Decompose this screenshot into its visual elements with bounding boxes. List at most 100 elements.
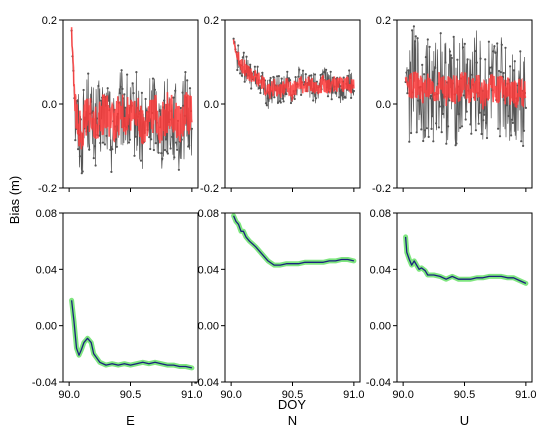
- x-tick-label: 91.0: [343, 389, 364, 401]
- raw-bias-point: [163, 148, 167, 152]
- y-tick-label: -0.04: [366, 377, 391, 389]
- raw-bias-point: [439, 32, 442, 35]
- x-tick-label: 90.5: [120, 389, 141, 401]
- y-tick-label: 0.00: [370, 321, 391, 333]
- raw-bias-point: [158, 109, 161, 113]
- x-tick-label: 90.0: [58, 389, 79, 401]
- raw-bias-point: [134, 135, 137, 138]
- raw-bias-point: [82, 88, 85, 92]
- raw-bias-point: [412, 25, 415, 28]
- raw-bias-point: [115, 145, 118, 148]
- raw-bias-point: [435, 122, 438, 125]
- smoothed-bias-series-line: [70, 27, 193, 150]
- raw-bias-point: [242, 51, 245, 54]
- raw-bias-point: [133, 154, 136, 157]
- raw-bias-point: [459, 126, 462, 129]
- plot-area: [70, 27, 193, 175]
- raw-bias-point: [520, 140, 523, 143]
- raw-bias-point: [510, 134, 513, 137]
- raw-bias-point: [319, 73, 322, 77]
- panels-group: -0.2 0.0 0.2 -0.2 0.0 0.2 -0.2 0.0 0.2 -0.04 0.00 0…: [32, 15, 537, 428]
- raw-bias-point: [427, 135, 430, 138]
- raw-bias-point: [422, 139, 425, 143]
- raw-bias-point: [103, 143, 106, 146]
- raw-bias-point: [119, 85, 122, 88]
- raw-bias-point: [294, 76, 297, 79]
- plot-area: [403, 234, 529, 286]
- raw-bias-point: [169, 147, 172, 150]
- raw-bias-point: [483, 113, 486, 116]
- raw-bias-point: [441, 112, 444, 115]
- raw-bias-point: [413, 40, 416, 43]
- raw-bias-point: [338, 89, 342, 93]
- raw-bias-point: [88, 148, 91, 151]
- raw-bias-point: [131, 82, 134, 85]
- raw-bias-point: [458, 112, 461, 116]
- raw-bias-point: [177, 168, 180, 171]
- x-tick-label: 91.0: [181, 389, 202, 401]
- y-tick-label: 0.0: [42, 99, 57, 111]
- panel-top-U: -0.2 0.0 0.2: [372, 15, 533, 195]
- raw-bias-point: [74, 139, 77, 142]
- raw-bias-point: [160, 152, 163, 155]
- smoothed-bias-series-line: [404, 71, 527, 110]
- raw-bias-point: [176, 148, 179, 151]
- raw-bias-point: [161, 157, 164, 160]
- raw-bias-point: [313, 73, 317, 76]
- raw-bias-point: [253, 65, 256, 68]
- raw-bias-point: [485, 121, 488, 124]
- raw-bias-point: [121, 87, 124, 90]
- y-tick-label: 0.0: [376, 99, 391, 111]
- raw-bias-point: [493, 45, 496, 48]
- raw-bias-point: [488, 66, 491, 69]
- raw-bias-point: [135, 71, 138, 74]
- raw-bias-point: [180, 138, 183, 141]
- raw-bias-point: [118, 92, 121, 95]
- raw-bias-point: [485, 136, 489, 140]
- y-tick-label: 0.04: [36, 264, 57, 276]
- raw-bias-point: [93, 145, 96, 148]
- raw-bias-point: [448, 99, 451, 102]
- raw-bias-point: [430, 127, 433, 130]
- raw-bias-point: [279, 101, 282, 104]
- raw-bias-point: [438, 105, 441, 108]
- raw-bias-point: [236, 68, 239, 72]
- raw-bias-point: [190, 127, 193, 130]
- raw-bias-point: [489, 71, 492, 74]
- raw-bias-point: [311, 92, 314, 95]
- raw-bias-point: [273, 96, 276, 99]
- raw-bias-point: [423, 73, 426, 76]
- raw-bias-point: [466, 58, 469, 61]
- raw-bias-point: [179, 106, 182, 110]
- raw-bias-point: [431, 115, 434, 118]
- raw-bias-point: [445, 142, 448, 145]
- raw-bias-point: [434, 66, 437, 69]
- raw-bias-point: [524, 106, 528, 109]
- raw-bias-point: [310, 74, 313, 77]
- raw-bias-point: [151, 77, 155, 80]
- raw-bias-point: [480, 132, 483, 136]
- raw-bias-point: [474, 129, 477, 132]
- raw-bias-point: [432, 140, 435, 143]
- y-tick-label: -0.04: [32, 377, 57, 389]
- raw-bias-point: [250, 87, 253, 90]
- raw-bias-point: [502, 71, 505, 75]
- raw-bias-point: [266, 97, 269, 100]
- raw-bias-point: [500, 43, 503, 46]
- raw-bias-point: [420, 128, 423, 131]
- raw-bias-point: [148, 136, 151, 139]
- raw-bias-point: [126, 73, 129, 76]
- raw-bias-point: [461, 46, 465, 49]
- raw-bias-point: [442, 105, 445, 108]
- y-tick-label: 0.2: [204, 15, 219, 27]
- raw-bias-point: [507, 114, 510, 118]
- raw-bias-point: [272, 75, 275, 79]
- raw-bias-point: [128, 138, 131, 141]
- raw-bias-point: [512, 69, 515, 72]
- raw-bias-point: [414, 35, 417, 38]
- raw-bias-point: [186, 79, 189, 82]
- raw-bias-point: [497, 127, 500, 130]
- raw-bias-point: [150, 138, 153, 141]
- raw-bias-point: [347, 74, 350, 77]
- raw-bias-point: [448, 50, 452, 53]
